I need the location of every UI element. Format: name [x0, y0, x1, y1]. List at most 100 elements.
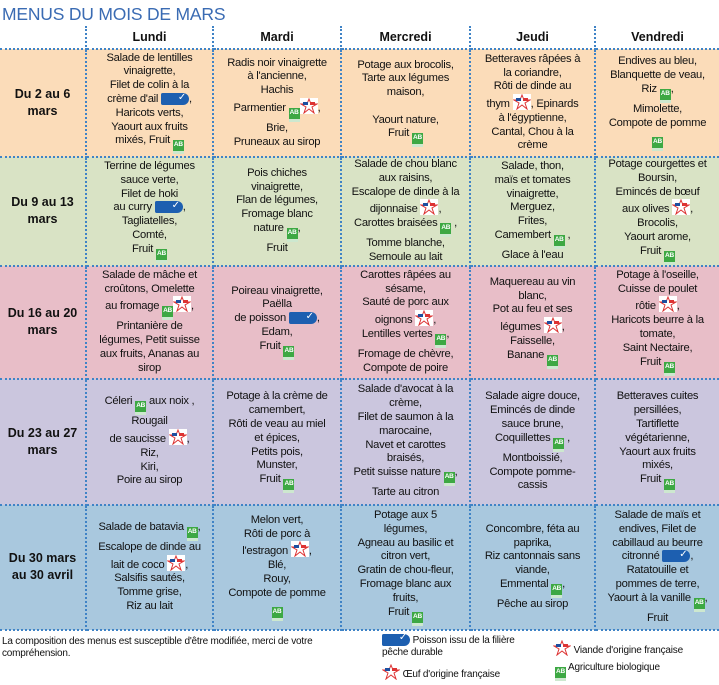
menu-line: Salsifis sautés,: [88, 572, 211, 586]
menu-cell-vendredi: Salade de maïs et endives, Filet de cabill…: [594, 503, 719, 631]
menu-text: Salade aigre douce,: [485, 390, 580, 403]
menu-line: Salade de mâche et: [88, 269, 211, 283]
agriculture-biologique-icon: AB: [283, 479, 295, 494]
menu-text: Betteraves râpées à: [484, 52, 581, 65]
menu-line: Mimolette,: [597, 103, 718, 117]
menu-line: aux fruits, Ananas au: [88, 348, 211, 362]
menu-line: Glace à l'eau: [472, 249, 593, 263]
menu-text: ,: [676, 300, 680, 313]
agriculture-biologique-icon: AB: [283, 345, 295, 360]
menu-line: Emmental AB,: [472, 578, 593, 598]
menu-text: Faisselle,: [510, 334, 555, 347]
menu-line: au curry ,: [88, 199, 211, 215]
viande-origine-francaise-icon: [552, 639, 572, 657]
menu-line: Potage aux 5: [343, 509, 468, 523]
menu-text: thym: [486, 98, 513, 111]
menu-line: Carottes râpées au: [343, 269, 468, 283]
menu-line: Escalope de dinde au: [88, 541, 211, 555]
menu-cell-jeudi: Betteraves râpées à la coriandre, Rôti de …: [469, 48, 596, 158]
menu-line: Filet de hoki: [88, 188, 211, 202]
menu-text: Fruit: [259, 339, 284, 352]
menu-text: citronné: [621, 550, 663, 563]
menu-text: fruits,: [392, 591, 419, 604]
menu-line: [343, 100, 468, 114]
menu-cell-mardi: Melon vert, Rôti de porc à l'estragon , Blé…: [212, 503, 342, 631]
menu-line: maïs et tomates: [472, 174, 593, 188]
menu-line: Parmentier AB,: [215, 97, 339, 122]
menu-text: Emincés de dinde: [490, 404, 575, 417]
menu-line: et épices,: [215, 432, 339, 446]
menu-text: Pêche au sirop: [496, 597, 569, 610]
menu-table: Lundi Mardi Mercredi Jeudi Vendredi Du 2…: [0, 26, 719, 631]
menu-text: Betteraves cuites: [616, 390, 699, 403]
menu-line: vinaigrette,: [472, 188, 593, 202]
legend-oeuf-text: Œuf d'origine française: [402, 669, 501, 680]
menu-line: Yaourt nature,: [343, 114, 468, 128]
menu-text: Glace à l'eau: [501, 248, 564, 261]
agriculture-biologique-icon: AB: [435, 334, 447, 349]
menu-text: Gratin de chou-fleur,: [357, 564, 454, 577]
menu-line: Concombre, féta au: [472, 523, 593, 537]
header-row: Lundi Mardi Mercredi Jeudi Vendredi: [0, 26, 719, 50]
menu-text: Potage aux 5: [374, 508, 437, 521]
menu-cell-jeudi: Concombre, féta au paprika, Riz cantonnais…: [469, 503, 596, 631]
menu-line: Tarte aux légumes: [343, 72, 468, 86]
menu-text: Fruit: [388, 127, 412, 140]
menu-text: Blé,: [267, 559, 287, 572]
menu-line: à l'égyptienne,: [472, 112, 593, 126]
menu-text: Coquillettes: [494, 431, 554, 444]
menu-line: citron vert,: [343, 550, 468, 564]
menu-line: Riz au lait: [88, 600, 211, 614]
menu-text: Fruit: [640, 244, 664, 257]
menu-text: Compote de poire: [363, 361, 448, 374]
menu-line: Betteraves cuites: [597, 390, 718, 404]
menu-line: Rouy,: [215, 573, 339, 587]
menu-text: Potage à l'oseille,: [616, 268, 699, 281]
menu-text: Emincés de bœuf: [615, 185, 700, 198]
menu-line: Haricots verts,: [88, 107, 211, 121]
menu-text: Poire au sirop: [116, 474, 183, 487]
menu-line: Fruit: [597, 612, 718, 626]
menu-line: Tartiflette: [597, 418, 718, 432]
menu-line: Hachis: [215, 84, 339, 98]
menu-text: Petits pois,: [251, 445, 303, 458]
day-header-lundi: Lundi: [85, 26, 214, 50]
menu-text: la coriandre,: [503, 66, 562, 79]
agriculture-biologique-icon: AB: [659, 89, 671, 103]
menu-text: Lentilles vertes: [361, 328, 436, 341]
menu-line: Emincés de dinde: [472, 404, 593, 418]
menu-line: Coquillettes AB ,: [472, 432, 593, 452]
menu-line: Salade de chou blanc: [343, 158, 468, 172]
agriculture-biologique-icon: AB: [440, 223, 452, 238]
menu-line: oignons ,: [343, 309, 468, 328]
menu-text: Brie,: [266, 121, 288, 134]
menu-line: Frites,: [472, 215, 593, 229]
menu-text: blanc,: [518, 289, 547, 302]
menu-cell-vendredi: Potage à l'oseille, Cuisse de poulet rôtie…: [594, 264, 719, 380]
menu-text: de saucisse: [109, 433, 169, 446]
menu-text: Escalope de dinde au: [98, 540, 201, 553]
menu-text: rôtie: [635, 300, 659, 313]
menu-text: crème d'ail: [107, 93, 161, 105]
menu-text: Fromage blanc aux: [359, 577, 452, 590]
menu-line: la coriandre,: [472, 67, 593, 81]
menu-line: Pêche au sirop: [472, 598, 593, 612]
menu-text: aux olives: [622, 203, 673, 216]
menu-text: maïs et tomates: [494, 173, 571, 186]
menu-text: sauce verte,: [120, 173, 179, 186]
oeuf-origine-francaise-icon: [172, 296, 192, 313]
week-row: Du 2 au 6 mars Salade de lentilles vinaigr…: [0, 48, 719, 158]
menu-line: Salade de lentilles: [88, 52, 211, 66]
agriculture-biologique-icon: AB: [546, 354, 558, 369]
menu-text: Fruit: [132, 242, 156, 255]
menu-line: Potage à l'oseille,: [597, 269, 718, 283]
menu-text: Emmental: [499, 577, 552, 590]
menu-text: Riz cantonnais sans: [484, 550, 581, 563]
menu-line: tomate,: [597, 328, 718, 342]
menu-text: pommes de terre,: [615, 577, 700, 590]
menu-text: végétarienne,: [625, 431, 690, 444]
menu-text: Filet de hoki: [120, 187, 179, 200]
agriculture-biologique-icon: AB: [663, 479, 675, 494]
menu-line: Pruneaux au sirop: [215, 136, 339, 150]
